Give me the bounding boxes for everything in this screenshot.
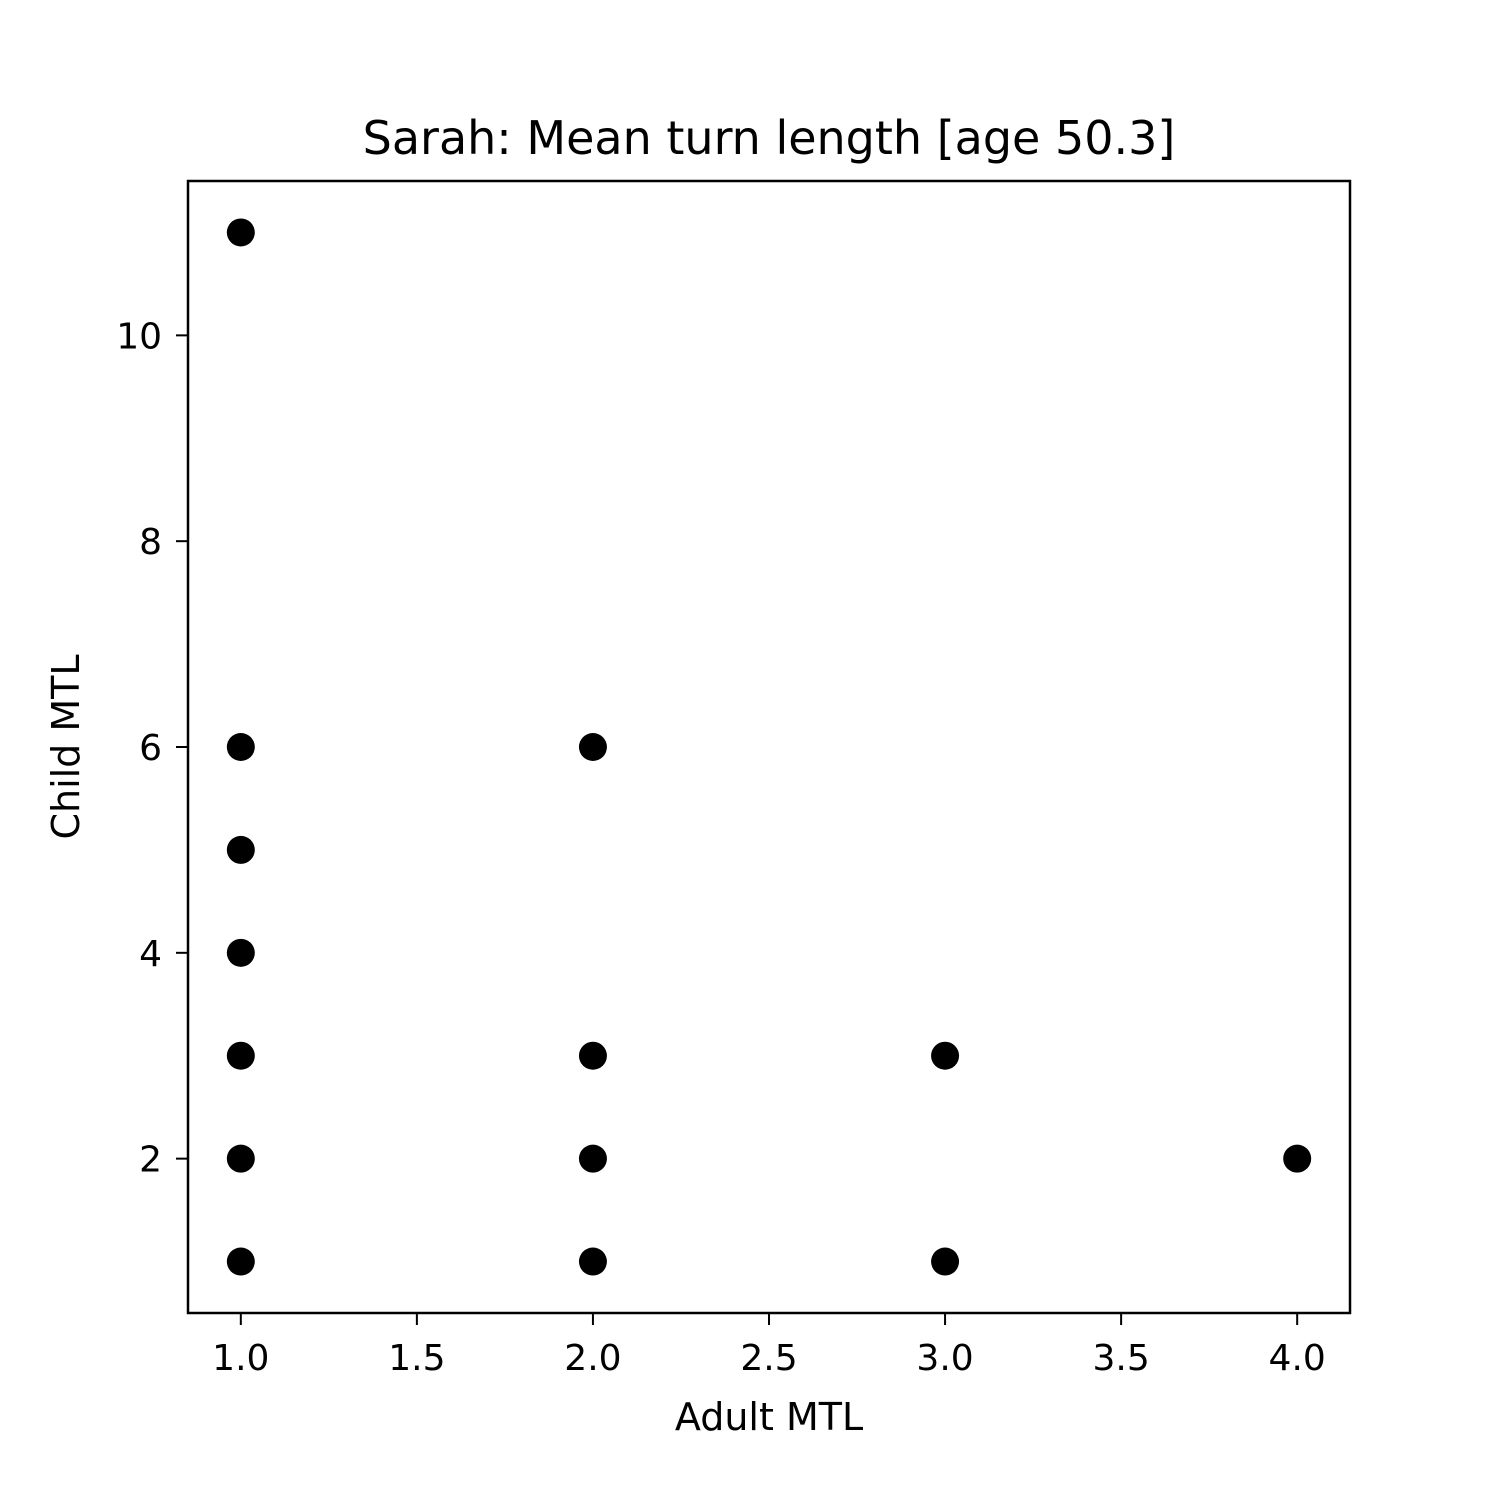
y-axis-label: Child MTL bbox=[44, 654, 88, 839]
scatter-point bbox=[226, 1247, 255, 1276]
scatter-point bbox=[226, 733, 255, 761]
chart-title: Sarah: Mean turn length [age 50.3] bbox=[363, 111, 1176, 165]
scatter-point bbox=[578, 1041, 607, 1070]
y-tick-label: 2 bbox=[139, 1140, 162, 1181]
x-tick-label: 3.5 bbox=[1092, 1338, 1149, 1379]
scatter-point bbox=[931, 1247, 960, 1276]
y-tick-label: 4 bbox=[139, 934, 162, 975]
x-tick-label: 3.0 bbox=[916, 1338, 973, 1379]
x-tick-label: 2.0 bbox=[564, 1338, 621, 1379]
scatter-point bbox=[226, 938, 255, 967]
scatter-point bbox=[578, 1144, 607, 1173]
x-tick-label: 4.0 bbox=[1269, 1338, 1326, 1379]
y-tick-label: 10 bbox=[116, 316, 162, 357]
plot-frame bbox=[186, 179, 1352, 1315]
y-tick-label: 6 bbox=[139, 728, 162, 769]
scatter-point bbox=[578, 1247, 607, 1276]
x-axis-label: Adult MTL bbox=[675, 1395, 863, 1439]
x-tick-label: 2.5 bbox=[740, 1338, 797, 1379]
scatter-point bbox=[226, 1144, 255, 1173]
scatter-point bbox=[578, 733, 607, 761]
scatter-point bbox=[1283, 1144, 1312, 1173]
scatter-point bbox=[226, 218, 255, 247]
scatter-point bbox=[226, 1041, 255, 1070]
scatter-point bbox=[931, 1041, 960, 1070]
scatter-point bbox=[226, 835, 255, 864]
x-tick-label: 1.5 bbox=[388, 1338, 445, 1379]
x-tick-label: 1.0 bbox=[212, 1338, 269, 1379]
y-tick-label: 8 bbox=[139, 522, 162, 563]
plot-area: 1.0 1.5 2.0 2.5 3.0 3.5 4.0 2 4 6 8 10 bbox=[116, 218, 1326, 1379]
